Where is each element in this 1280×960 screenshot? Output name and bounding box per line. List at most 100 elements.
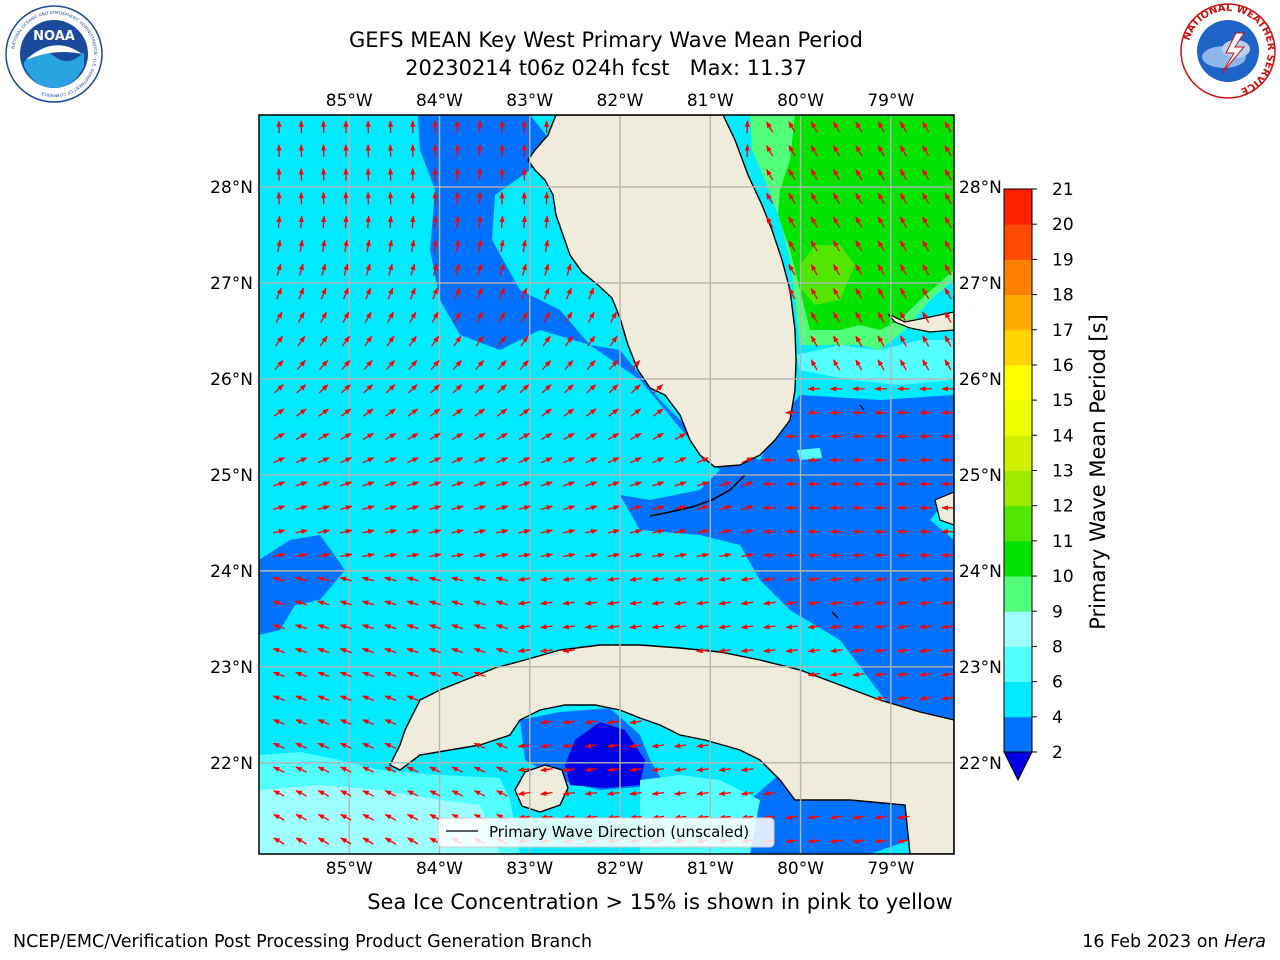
wave-arrow xyxy=(899,168,907,181)
lon-tick-label: 85°W xyxy=(326,859,373,879)
wave-arrow xyxy=(587,311,595,323)
wave-arrow xyxy=(273,505,286,511)
wave-arrow xyxy=(339,505,353,511)
wave-arrow xyxy=(766,168,774,181)
wave-arrow xyxy=(785,648,798,654)
wave-arrow xyxy=(451,552,464,558)
wave-arrow xyxy=(855,168,863,181)
wave-arrow xyxy=(652,552,665,558)
wave-arrow xyxy=(384,695,397,702)
wave-arrow xyxy=(629,505,643,511)
colorbar-label: Primary Wave Mean Period [s] xyxy=(1086,314,1110,630)
wave-arrow xyxy=(919,576,932,582)
wave-arrow xyxy=(517,648,531,654)
wave-arrow xyxy=(585,552,598,558)
wave-arrow xyxy=(317,481,330,487)
wave-arrow xyxy=(807,624,821,630)
wave-arrow xyxy=(540,624,553,630)
wave-arrow xyxy=(518,457,531,464)
wave-arrow xyxy=(740,790,754,796)
wave-arrow xyxy=(384,719,397,725)
wave-arrow xyxy=(785,624,798,630)
wave-arrow xyxy=(607,552,621,558)
wave-arrow xyxy=(585,481,598,487)
wave-arrow xyxy=(944,240,952,252)
wave-arrow xyxy=(896,838,910,844)
lat-tick-label: 25°N xyxy=(210,466,253,486)
wave-arrow xyxy=(673,790,687,796)
wave-arrow xyxy=(406,481,420,487)
colorbar-segment xyxy=(1004,259,1032,295)
wave-arrow xyxy=(606,790,620,796)
wave-arrow xyxy=(584,624,598,630)
wave-arrow xyxy=(496,481,509,487)
wave-arrow xyxy=(341,384,351,394)
wave-arrow xyxy=(944,168,952,181)
period-contour-2-4 xyxy=(259,535,345,635)
wave-arrow xyxy=(788,216,796,228)
footer-date: 16 Feb 2023 on Hera xyxy=(1082,932,1266,952)
wave-arrow xyxy=(785,600,798,606)
wave-arrow xyxy=(339,766,352,773)
wave-arrow xyxy=(409,311,417,323)
colorbar-segment xyxy=(1004,646,1032,683)
wave-arrow xyxy=(453,311,461,323)
wave-arrow xyxy=(343,287,349,300)
wave-arrow xyxy=(609,360,618,370)
wave-arrow xyxy=(495,600,508,606)
lat-tick-label: 23°N xyxy=(210,658,253,678)
wave-arrow xyxy=(718,790,731,796)
wave-arrow xyxy=(406,600,419,606)
wave-arrow xyxy=(520,311,528,323)
wave-arrow xyxy=(544,263,550,276)
wave-arrow xyxy=(763,600,776,606)
wave-arrow xyxy=(274,384,284,394)
wave-arrow xyxy=(339,624,352,630)
wave-arrow xyxy=(829,814,843,820)
colorbar-tick-label: 13 xyxy=(1052,462,1074,482)
wave-arrow xyxy=(696,624,709,630)
wave-arrow xyxy=(944,287,952,300)
wave-arrow xyxy=(829,838,843,844)
wave-arrow xyxy=(562,767,575,773)
land-cay xyxy=(831,611,839,619)
wave-arrow xyxy=(453,335,462,347)
wave-arrow xyxy=(452,384,463,394)
wave-arrow xyxy=(607,481,620,487)
lat-tick-label: 23°N xyxy=(959,658,1002,678)
wave-arrow xyxy=(740,624,754,630)
wave-arrow xyxy=(673,767,687,773)
wave-arrow xyxy=(406,552,420,558)
wave-arrow xyxy=(409,287,416,300)
wave-arrow xyxy=(272,719,285,725)
wave-arrow xyxy=(454,215,461,229)
wave-arrow xyxy=(477,263,483,276)
wave-arrow xyxy=(629,576,642,582)
wave-arrow xyxy=(406,766,419,773)
wave-arrow xyxy=(785,838,798,844)
wave-arrow xyxy=(340,790,352,797)
wave-arrow xyxy=(562,600,575,606)
lon-tick-label: 81°W xyxy=(687,859,734,879)
land-isla-juventud xyxy=(514,764,569,813)
wave-arrow xyxy=(517,576,531,582)
wave-arrow xyxy=(651,767,665,773)
lat-tick-label: 24°N xyxy=(210,562,253,582)
wave-arrow xyxy=(429,481,442,487)
wave-arrow xyxy=(696,552,710,558)
wave-arrow xyxy=(473,671,486,678)
wave-arrow xyxy=(899,145,907,157)
wave-arrow xyxy=(406,647,419,654)
wave-arrow xyxy=(674,457,687,464)
wave-arrow xyxy=(855,311,863,323)
wave-arrow xyxy=(496,457,509,464)
wave-arrow xyxy=(606,719,620,725)
wave-arrow xyxy=(519,360,529,370)
wave-arrow xyxy=(874,671,888,677)
wave-arrow xyxy=(273,408,285,417)
wave-arrow xyxy=(474,408,486,417)
wave-arrow xyxy=(272,671,285,678)
wave-arrow xyxy=(385,408,396,417)
wave-arrow xyxy=(295,695,308,702)
colorbar-tick-label: 10 xyxy=(1052,567,1074,587)
